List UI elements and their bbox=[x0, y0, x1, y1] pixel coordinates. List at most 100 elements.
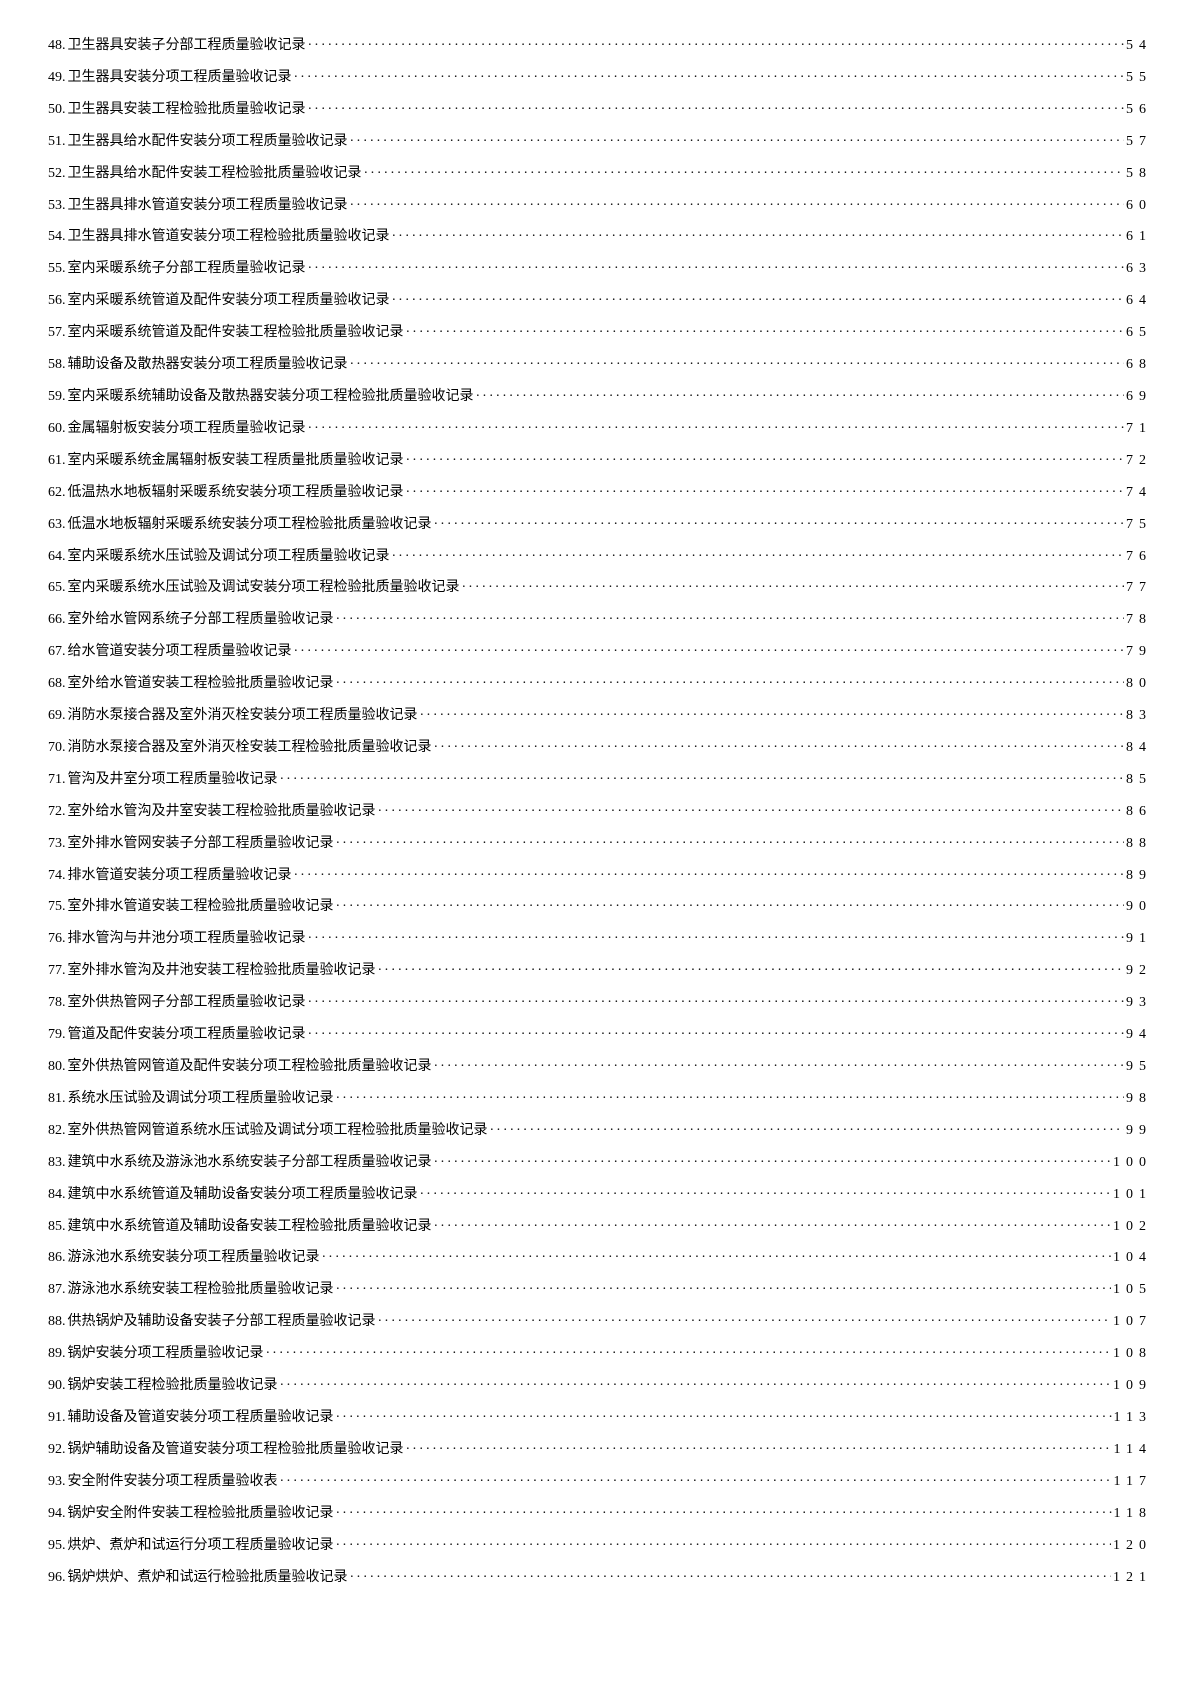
toc-entry-title: 室外排水管网安装子分部工程质量验收记录 bbox=[66, 828, 334, 860]
toc-entry-number: 93. bbox=[48, 1466, 66, 1498]
toc-entry: 66.室外给水管网系统子分部工程质量验收记录··················… bbox=[48, 604, 1152, 636]
toc-entry-number: 53. bbox=[48, 190, 66, 222]
toc-entry-title: 建筑中水系统管道及辅助设备安装分项工程质量验收记录 bbox=[66, 1179, 418, 1211]
toc-entry: 91.辅助设备及管道安装分项工程质量验收记录··················… bbox=[48, 1402, 1152, 1434]
toc-entry-title: 室外供热管网管道系统水压试验及调试分项工程检验批质量验收记录 bbox=[66, 1115, 488, 1147]
toc-entry-page: 108 bbox=[1113, 1338, 1152, 1370]
toc-entry-title: 低温水地板辐射采暖系统安装分项工程检验批质量验收记录 bbox=[66, 509, 432, 541]
toc-entry-title: 低温热水地板辐射采暖系统安装分项工程质量验收记录 bbox=[66, 477, 404, 509]
toc-entry-page: 64 bbox=[1126, 285, 1152, 317]
toc-leader-dots: ········································… bbox=[336, 1274, 1112, 1306]
toc-entry-number: 55. bbox=[48, 253, 66, 285]
toc-leader-dots: ········································… bbox=[350, 1562, 1112, 1594]
toc-leader-dots: ········································… bbox=[434, 1211, 1112, 1243]
toc-entry: 78.室外供热管网子分部工程质量验收记录····················… bbox=[48, 987, 1152, 1019]
toc-entry: 70.消防水泵接合器及室外消灭栓安装工程检验批质量验收记录···········… bbox=[48, 732, 1152, 764]
toc-leader-dots: ········································… bbox=[336, 604, 1125, 636]
toc-entry-number: 65. bbox=[48, 572, 66, 604]
toc-entry-title: 管道及配件安装分项工程质量验收记录 bbox=[66, 1019, 306, 1051]
toc-entry-page: 55 bbox=[1126, 62, 1152, 94]
toc-entry-page: 95 bbox=[1126, 1051, 1152, 1083]
toc-leader-dots: ········································… bbox=[378, 955, 1125, 987]
toc-entry-number: 85. bbox=[48, 1211, 66, 1243]
toc-leader-dots: ········································… bbox=[336, 1530, 1112, 1562]
toc-entry: 51.卫生器具给水配件安装分项工程质量验收记录·················… bbox=[48, 126, 1152, 158]
toc-entry-number: 73. bbox=[48, 828, 66, 860]
toc-leader-dots: ········································… bbox=[350, 126, 1125, 158]
toc-entry-title: 消防水泵接合器及室外消灭栓安装工程检验批质量验收记录 bbox=[66, 732, 432, 764]
toc-entry-page: 58 bbox=[1126, 158, 1152, 190]
toc-entry-title: 卫生器具安装工程检验批质量验收记录 bbox=[66, 94, 306, 126]
toc-leader-dots: ········································… bbox=[294, 860, 1125, 892]
toc-entry-number: 60. bbox=[48, 413, 66, 445]
toc-entry-page: 94 bbox=[1126, 1019, 1152, 1051]
toc-entry-title: 锅炉安全附件安装工程检验批质量验收记录 bbox=[66, 1498, 334, 1530]
toc-entry: 49.卫生器具安装分项工程质量验收记录·····················… bbox=[48, 62, 1152, 94]
toc-entry-title: 安全附件安装分项工程质量验收表 bbox=[66, 1466, 278, 1498]
toc-entry-title: 卫生器具安装子分部工程质量验收记录 bbox=[66, 30, 306, 62]
toc-entry: 48.卫生器具安装子分部工程质量验收记录····················… bbox=[48, 30, 1152, 62]
toc-leader-dots: ········································… bbox=[378, 796, 1125, 828]
toc-entry-number: 56. bbox=[48, 285, 66, 317]
table-of-contents: 48.卫生器具安装子分部工程质量验收记录 ····················… bbox=[48, 30, 1152, 1593]
toc-leader-dots: ········································… bbox=[280, 1370, 1112, 1402]
toc-entry-number: 52. bbox=[48, 158, 66, 190]
toc-entry-number: 77. bbox=[48, 955, 66, 987]
toc-entry: 94.锅炉安全附件安装工程检验批质量验收记录··················… bbox=[48, 1498, 1152, 1530]
toc-entry-page: 85 bbox=[1126, 764, 1152, 796]
toc-entry-number: 61. bbox=[48, 445, 66, 477]
toc-entry-number: 78. bbox=[48, 987, 66, 1019]
toc-entry-number: 64. bbox=[48, 541, 66, 573]
toc-entry-title: 消防水泵接合器及室外消灭栓安装分项工程质量验收记录 bbox=[66, 700, 418, 732]
toc-entry-title: 卫生器具给水配件安装工程检验批质量验收记录 bbox=[66, 158, 362, 190]
toc-entry-title: 建筑中水系统管道及辅助设备安装工程检验批质量验收记录 bbox=[66, 1211, 432, 1243]
toc-entry: 63.低温水地板辐射采暖系统安装分项工程检验批质量验收记录···········… bbox=[48, 509, 1152, 541]
toc-leader-dots: ········································… bbox=[392, 541, 1125, 573]
toc-entry-number: 74. bbox=[48, 860, 66, 892]
toc-entry-title: 锅炉安装工程检验批质量验收记录 bbox=[66, 1370, 278, 1402]
toc-entry: 69.消防水泵接合器及室外消灭栓安装分项工程质量验收记录············… bbox=[48, 700, 1152, 732]
toc-entry-title: 室外给水管网系统子分部工程质量验收记录 bbox=[66, 604, 334, 636]
toc-leader-dots: ········································… bbox=[350, 190, 1125, 222]
toc-entry: 85.建筑中水系统管道及辅助设备安装工程检验批质量验收记录···········… bbox=[48, 1211, 1152, 1243]
toc-entry-page: 63 bbox=[1126, 253, 1152, 285]
toc-entry-title: 卫生器具排水管道安装分项工程检验批质量验收记录 bbox=[66, 221, 390, 253]
toc-entry-title: 烘炉、煮炉和试运行分项工程质量验收记录 bbox=[66, 1530, 334, 1562]
toc-entry: 59.室内采暖系统辅助设备及散热器安装分项工程检验批质量验收记录········… bbox=[48, 381, 1152, 413]
toc-leader-dots: ········································… bbox=[308, 923, 1125, 955]
toc-entry-title: 室内采暖系统水压试验及调试安装分项工程检验批质量验收记录 bbox=[66, 572, 460, 604]
toc-entry-title: 卫生器具给水配件安装分项工程质量验收记录 bbox=[66, 126, 348, 158]
toc-entry-number: 79. bbox=[48, 1019, 66, 1051]
toc-leader-dots: ········································… bbox=[434, 1051, 1125, 1083]
toc-entry: 76.排水管沟与井池分项工程质量验收记录····················… bbox=[48, 923, 1152, 955]
toc-entry-page: 117 bbox=[1114, 1466, 1152, 1498]
toc-entry-title: 室内采暖系统管道及配件安装分项工程质量验收记录 bbox=[66, 285, 390, 317]
toc-leader-dots: ········································… bbox=[406, 1434, 1112, 1466]
toc-entry-number: 48. bbox=[48, 30, 66, 62]
toc-entry: 83.建筑中水系统及游泳池水系统安装子分部工程质量验收记录···········… bbox=[48, 1147, 1152, 1179]
toc-entry-page: 107 bbox=[1113, 1306, 1152, 1338]
toc-entry-number: 67. bbox=[48, 636, 66, 668]
toc-entry-page: 75 bbox=[1126, 509, 1152, 541]
toc-entry: 92.锅炉辅助设备及管道安装分项工程检验批质量验收记录·············… bbox=[48, 1434, 1152, 1466]
toc-entry-page: 69 bbox=[1126, 381, 1152, 413]
toc-entry: 53.卫生器具排水管道安装分项工程质量验收记录·················… bbox=[48, 190, 1152, 222]
toc-leader-dots: ········································… bbox=[308, 987, 1125, 1019]
toc-entry-title: 室外排水管沟及井池安装工程检验批质量验收记录 bbox=[66, 955, 376, 987]
toc-entry-page: 65 bbox=[1126, 317, 1152, 349]
toc-entry-number: 90. bbox=[48, 1370, 66, 1402]
toc-entry: 96.锅炉烘炉、煮炉和试运行检验批质量验收记录·················… bbox=[48, 1562, 1152, 1594]
toc-entry: 95.烘炉、煮炉和试运行分项工程质量验收记录··················… bbox=[48, 1530, 1152, 1562]
toc-leader-dots: ········································… bbox=[336, 1402, 1112, 1434]
toc-entry: 79.管道及配件安装分项工程质量验收记录····················… bbox=[48, 1019, 1152, 1051]
toc-entry: 88.供热锅炉及辅助设备安装子分部工程质量验收记录···············… bbox=[48, 1306, 1152, 1338]
toc-entry-title: 卫生器具排水管道安装分项工程质量验收记录 bbox=[66, 190, 348, 222]
toc-entry-page: 61 bbox=[1126, 221, 1152, 253]
toc-entry: 54.卫生器具排水管道安装分项工程检验批质量验收记录··············… bbox=[48, 221, 1152, 253]
toc-entry-title: 室内采暖系统水压试验及调试分项工程质量验收记录 bbox=[66, 541, 390, 573]
toc-entry-page: 74 bbox=[1126, 477, 1152, 509]
toc-entry-title: 建筑中水系统及游泳池水系统安装子分部工程质量验收记录 bbox=[66, 1147, 432, 1179]
toc-entry-number: 76. bbox=[48, 923, 66, 955]
toc-entry: 93.安全附件安装分项工程质量验收表······················… bbox=[48, 1466, 1152, 1498]
toc-entry: 64.室内采暖系统水压试验及调试分项工程质量验收记录··············… bbox=[48, 541, 1152, 573]
